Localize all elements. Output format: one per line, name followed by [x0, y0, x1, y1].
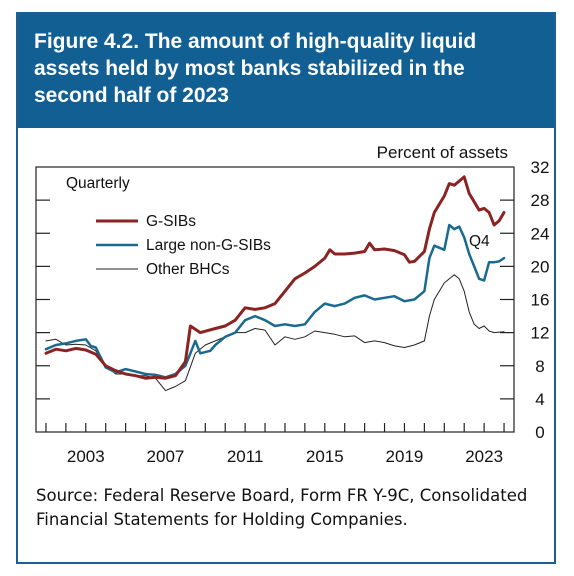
legend-label: G-SIBs [146, 213, 196, 230]
x-tick-label: 2015 [306, 447, 344, 466]
series-line-large-non-g-sibs [44, 223, 506, 379]
x-tick-label: 2019 [386, 447, 424, 466]
legend: G-SIBs Large non-G-SIBs Other BHCs [96, 213, 271, 278]
y-tick-label: 0 [535, 423, 544, 442]
x-tick-label: 2007 [147, 447, 185, 466]
axes: 0 4 8 12 16 20 24 28 32 2003 2007 2011 2015 2019 2023 [36, 158, 549, 466]
y-tick-label: 16 [531, 291, 550, 310]
legend-label: Large non-G-SIBs [146, 237, 271, 254]
y-tick-label: 24 [531, 224, 550, 243]
legend-label: Other BHCs [146, 261, 230, 278]
frequency-label: Quarterly [66, 175, 130, 192]
plot-area [35, 166, 515, 433]
y-tick-label: 12 [531, 324, 550, 343]
x-tick-label: 2003 [67, 447, 105, 466]
end-point-label: Q4 [469, 233, 490, 250]
source-note: Source: Federal Reserve Board, Form FR Y… [36, 486, 528, 529]
series-line-g-sibs [44, 175, 506, 380]
x-tick-label: 2023 [465, 447, 503, 466]
figure-title: Figure 4.2. The amount of high-quality l… [18, 14, 554, 128]
figure-frame: Figure 4.2. The amount of high-quality l… [16, 12, 556, 564]
y-axis-label: Percent of assets [377, 143, 508, 162]
y-tick-label: 8 [535, 357, 544, 376]
x-tick-label: 2011 [227, 447, 264, 466]
y-tick-label: 32 [531, 158, 550, 177]
series-lines [44, 175, 506, 392]
y-tick-label: 4 [535, 390, 544, 409]
y-tick-label: 20 [531, 257, 550, 276]
y-tick-label: 28 [531, 191, 550, 210]
